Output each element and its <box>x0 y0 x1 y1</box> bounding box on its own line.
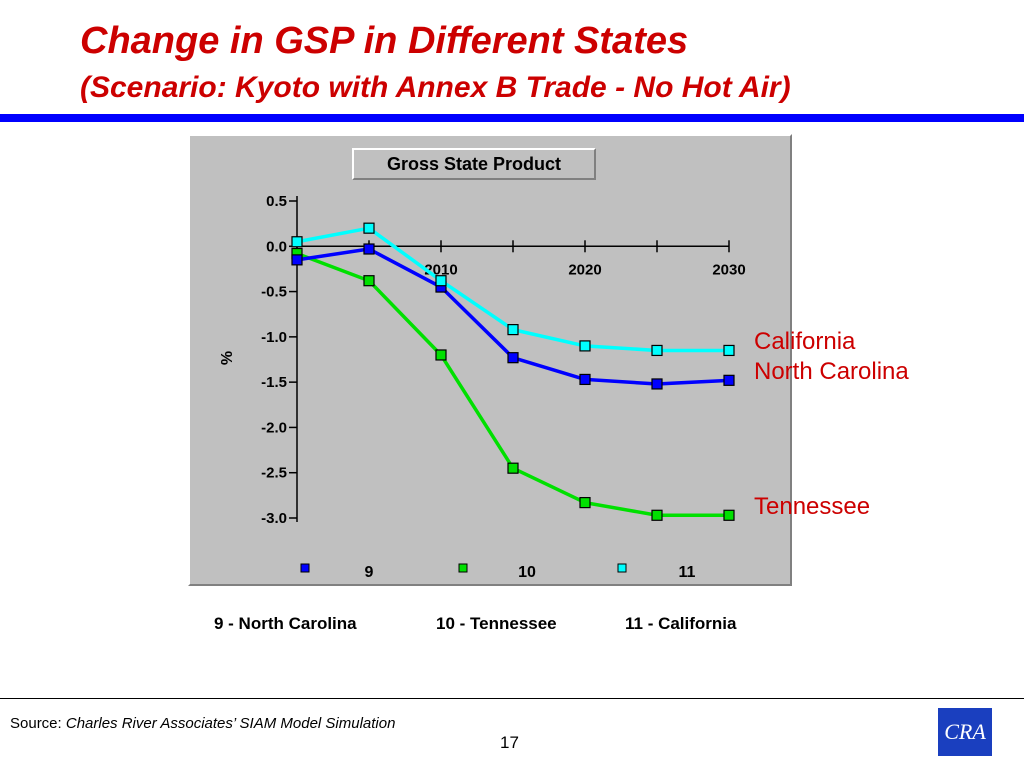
legend-swatch <box>617 563 627 573</box>
y-tick-label: -0.5 <box>261 284 287 301</box>
key-california: 11 - California <box>625 614 737 633</box>
title-divider <box>0 114 1024 122</box>
series-label-california: California <box>754 328 856 356</box>
data-point-marker <box>723 509 735 521</box>
page-number: 17 <box>500 733 519 752</box>
data-point-marker <box>579 497 591 509</box>
y-tick-label: 0.5 <box>266 193 287 210</box>
x-tick-label: 2030 <box>712 261 745 278</box>
y-tick-label: -3.0 <box>261 510 287 527</box>
legend-swatch <box>300 563 310 573</box>
slide-title: Change in GSP in Different States <box>80 20 689 62</box>
data-point-marker <box>579 373 591 386</box>
chart-series <box>291 222 735 521</box>
chart-title: Gross State Product <box>352 148 596 180</box>
source-text: Charles River Associates’ SIAM Model Sim… <box>65 715 396 732</box>
y-tick-label: -1.5 <box>261 374 287 391</box>
chart-legend: 9 10 11 <box>300 563 696 581</box>
data-point-marker <box>651 509 663 521</box>
key-tennessee: 10 - Tennessee <box>436 614 557 633</box>
data-point-marker <box>363 222 375 234</box>
legend-swatch <box>458 563 468 573</box>
data-point-marker <box>579 340 591 352</box>
y-tick-label: -2.0 <box>261 419 287 436</box>
y-tick-label: -1.0 <box>261 329 287 346</box>
data-point-marker <box>507 352 519 364</box>
footer-divider <box>0 698 1024 699</box>
data-point-marker <box>291 254 303 266</box>
legend-label: 10 <box>518 564 536 581</box>
chart-panel <box>188 134 792 586</box>
y-axis-label: % <box>219 351 236 365</box>
data-point-marker <box>723 374 735 386</box>
x-tick-label: 2020 <box>568 261 601 278</box>
data-point-marker <box>723 344 735 357</box>
legend-label: 11 <box>679 564 696 581</box>
cra-logo: CRA <box>938 708 992 756</box>
data-point-marker <box>507 462 519 474</box>
y-tick-label: -2.5 <box>261 465 287 482</box>
data-point-marker <box>435 349 447 361</box>
data-point-marker <box>363 275 375 287</box>
key-north-carolina: 9 - North Carolina <box>214 614 357 633</box>
slide-subtitle: (Scenario: Kyoto with Annex B Trade - No… <box>80 71 791 104</box>
data-point-marker <box>507 324 519 336</box>
data-point-marker <box>651 344 663 357</box>
y-tick-label: 0.0 <box>266 238 287 255</box>
source-note: Source: Charles River Associates’ SIAM M… <box>10 715 395 732</box>
series-label-north-carolina: North Carolina <box>754 358 909 386</box>
source-prefix: Source: <box>10 715 62 732</box>
series-label-tennessee: Tennessee <box>754 493 871 521</box>
data-point-marker <box>435 275 447 287</box>
data-point-marker <box>651 378 663 390</box>
series-line <box>296 247 730 386</box>
legend-label: 9 <box>365 564 374 581</box>
data-point-marker <box>363 243 375 255</box>
data-point-marker <box>291 236 303 248</box>
